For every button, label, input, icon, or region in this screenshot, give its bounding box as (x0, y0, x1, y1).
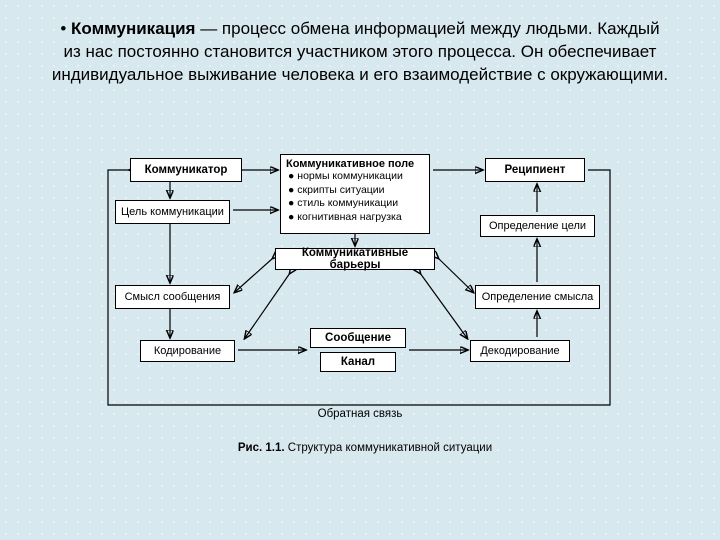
field-items: нормы коммуникации скрипты ситуации стил… (286, 170, 424, 225)
box-communicator: Коммуникатор (130, 158, 242, 182)
box-goal: Цель коммуникации (115, 200, 230, 224)
box-channel: Канал (320, 352, 396, 372)
feedback-label: Обратная связь (305, 408, 415, 420)
box-encoding: Кодирование (140, 340, 235, 362)
communication-diagram: Коммуникатор Коммуникативное поле нормы … (105, 150, 613, 460)
box-goal-def: Определение цели (480, 215, 595, 237)
box-meaning: Смысл сообщения (115, 285, 230, 309)
box-meaning-def: Определение смысла (475, 285, 600, 309)
figure-caption: Рис. 1.1. Структура коммуникативной ситу… (215, 442, 515, 454)
box-decoding: Декодирование (470, 340, 570, 362)
header-text: • Коммуникация — процесс обмена информац… (0, 0, 720, 95)
box-recipient: Реципиент (485, 158, 585, 182)
box-field: Коммуникативное поле нормы коммуникации … (280, 154, 430, 234)
box-barriers: Коммуникативные барьеры (275, 248, 435, 270)
box-message: Сообщение (310, 328, 406, 348)
